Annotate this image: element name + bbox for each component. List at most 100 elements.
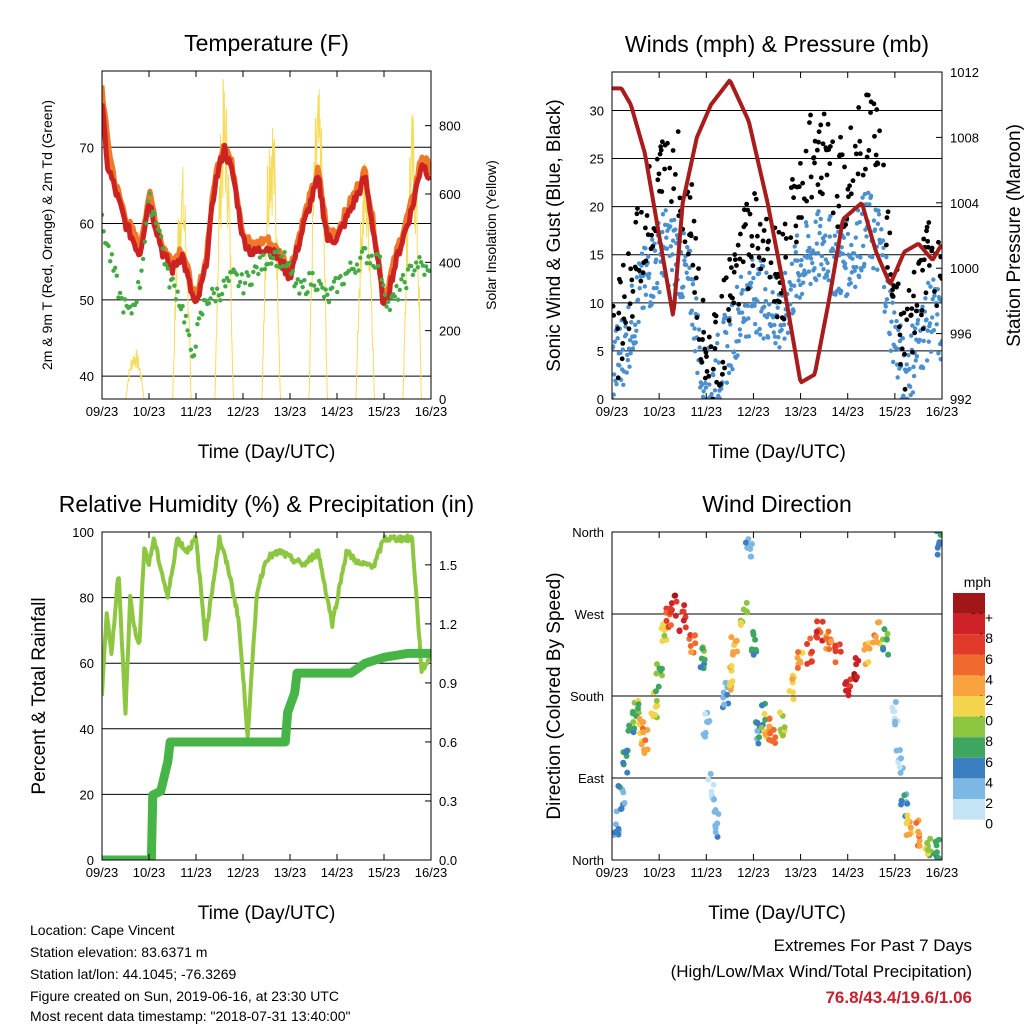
gust-point [626, 326, 632, 332]
dewpoint-point [234, 272, 240, 277]
wind_direction-xtick-label: 09/23 [596, 865, 629, 880]
dewpoint-point [267, 253, 272, 258]
gust-point [731, 269, 737, 275]
wind-point [882, 309, 887, 314]
wind-point [707, 382, 712, 387]
rh-line [102, 533, 431, 740]
wind-point [734, 284, 740, 290]
direction-point [747, 553, 754, 560]
dewpoint-point [404, 285, 409, 291]
gust-point [923, 290, 929, 296]
gust-point [750, 263, 756, 269]
wind-point [866, 190, 871, 196]
gust-point [939, 276, 942, 281]
wind-point [763, 287, 768, 292]
winds-ytick-label: 5 [597, 344, 604, 359]
gust-point [689, 182, 695, 187]
wind-point [881, 245, 886, 250]
gust-point [734, 263, 739, 268]
dewpoint-point [172, 283, 177, 288]
wind-point [872, 227, 878, 232]
direction-point [726, 682, 733, 689]
gust-point [649, 232, 654, 238]
gust-point [793, 223, 799, 229]
wind-point [715, 332, 720, 338]
dewpoint-point [363, 246, 368, 251]
gust-point [629, 277, 635, 283]
direction-point [797, 658, 804, 665]
wind-point [799, 291, 805, 297]
dewpoint-point [219, 291, 225, 297]
dewpoint-point [282, 249, 287, 255]
wind-point [819, 262, 824, 267]
gust-point [776, 229, 782, 235]
direction-point [692, 640, 699, 647]
humidity-xtick-label: 13/23 [274, 865, 307, 880]
wind-point [752, 321, 758, 327]
direction-point [653, 670, 660, 677]
gust-point [877, 128, 882, 134]
wind-point [756, 271, 762, 276]
direction-point [697, 664, 704, 671]
direction-point [807, 635, 814, 642]
winds-ytick-right-label: 996 [950, 327, 972, 342]
humidity-ytick-right-label: 0.6 [439, 735, 457, 750]
pressure-line [612, 78, 942, 385]
gust-point [745, 207, 751, 213]
wind-point [931, 327, 937, 333]
footer-latlon: Station lat/lon: 44.1045; -76.3269 [30, 966, 237, 982]
direction-point [770, 726, 777, 733]
wind-point [797, 295, 803, 300]
gust-point [811, 155, 817, 160]
humidity-ytick-label: 40 [80, 722, 94, 737]
direction-point [853, 661, 860, 668]
wind-point [777, 345, 782, 350]
gust-point [743, 222, 748, 227]
wind-point [879, 227, 884, 232]
winds-xtick-label: 16/23 [926, 404, 959, 419]
gust-point [761, 257, 767, 263]
dewpoint-point [262, 266, 268, 272]
dewpoint-point [160, 246, 166, 251]
wind-point [911, 364, 916, 370]
direction-point [612, 821, 619, 828]
direction-point [789, 676, 796, 683]
solar-line [102, 79, 431, 399]
winds-ytick-right-label: 1008 [950, 130, 979, 145]
humidity-title: Relative Humidity (%) & Precipitation (i… [59, 491, 474, 517]
wind-point [862, 191, 868, 197]
gust-point [691, 218, 697, 224]
gust-point [807, 120, 812, 125]
wind-point [799, 257, 804, 263]
wind-point [818, 216, 823, 222]
temperature-ylabel: 2m & 9m T (Red, Orange) & 2m Td (Green) [39, 100, 55, 370]
direction-point [699, 645, 706, 652]
gust-point [794, 239, 799, 245]
gust-point [788, 235, 794, 241]
direction-point [933, 532, 940, 534]
wind-point [819, 253, 825, 259]
wind-point [929, 315, 935, 320]
wind-point [821, 239, 827, 244]
direction-point [898, 797, 905, 804]
wind-point [634, 328, 639, 333]
wind-point [939, 298, 942, 303]
gust-point [768, 260, 774, 266]
wind-point [673, 227, 678, 232]
precip-line [102, 648, 431, 860]
wind-point [724, 380, 730, 385]
dewpoint-point [213, 299, 218, 304]
direction-point [934, 551, 941, 558]
wind-point [629, 283, 634, 288]
wind-point [692, 348, 698, 354]
direction-point [874, 619, 881, 626]
gust-point [630, 289, 636, 294]
dewpoint-point [139, 268, 144, 273]
gust-point [929, 245, 935, 251]
wind-point [703, 385, 709, 390]
direction-point [640, 729, 647, 736]
wind-point [931, 277, 936, 282]
gust-point [718, 381, 724, 387]
wind-point [746, 334, 752, 339]
wind-point [730, 367, 735, 372]
